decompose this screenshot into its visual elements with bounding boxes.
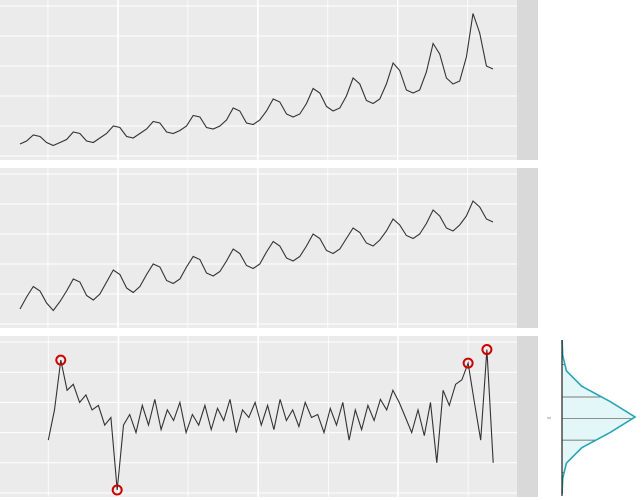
series-line [19,13,494,147]
density-curve [561,339,637,495]
series-line [47,349,494,491]
panel-strip [517,0,538,160]
panel-strip [517,168,538,328]
outlier-marker [111,484,123,496]
panel-strip [517,336,538,497]
series-line [19,200,494,312]
density-area [562,340,635,494]
outlier-marker [481,344,493,356]
outlier-marker [55,354,67,366]
outlier-marker [462,357,474,369]
